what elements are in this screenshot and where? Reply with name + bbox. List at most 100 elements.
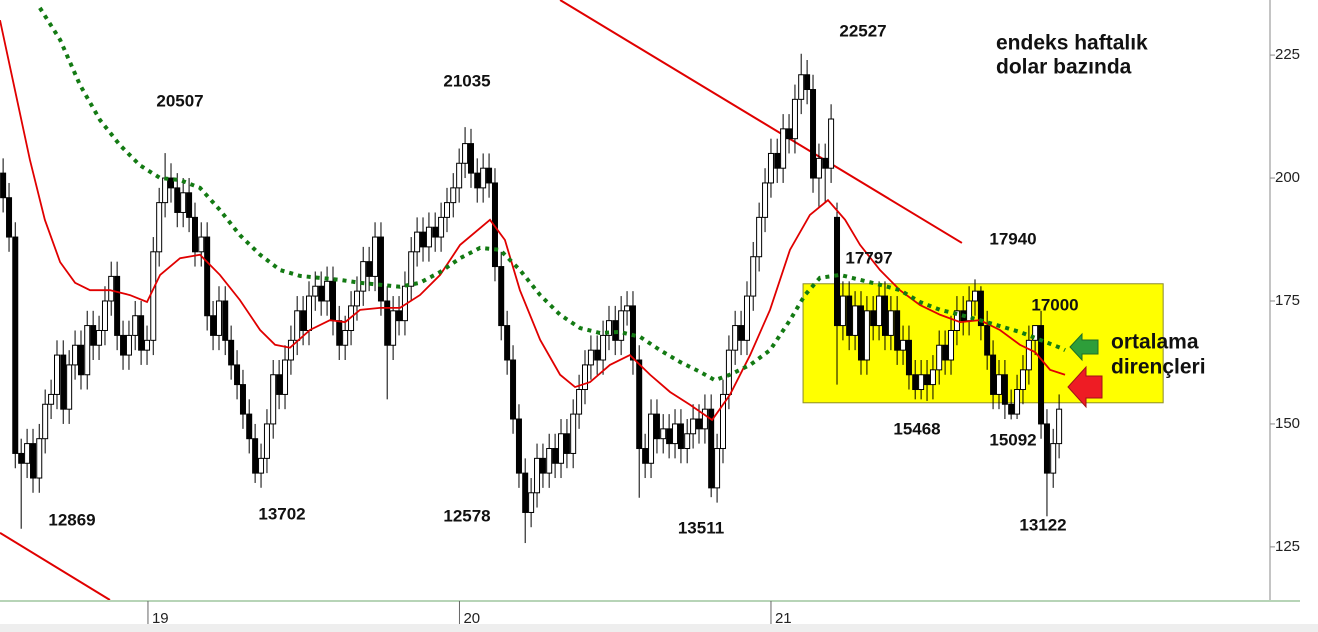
candle-body [912, 374, 919, 391]
candle-body [972, 290, 979, 302]
candle-body [246, 413, 253, 440]
candle-body [324, 280, 331, 302]
candle-body [774, 152, 781, 169]
candle-body [252, 438, 259, 474]
candle-body [804, 74, 811, 91]
candle-body [138, 315, 145, 351]
annotation: 15092 [989, 430, 1036, 449]
annotation: 20507 [156, 91, 203, 110]
trend-line [559, 0, 963, 244]
candle-body [653, 413, 660, 440]
candle-body [696, 418, 703, 430]
candle-body [204, 236, 211, 317]
y-tick-label: 15000 [1275, 415, 1317, 432]
candle-body [822, 157, 829, 169]
candle-body [839, 295, 846, 327]
candle-body [84, 325, 91, 376]
candle-body [977, 290, 984, 327]
candle-body [870, 310, 877, 327]
candle-body [701, 408, 708, 430]
candle-body [576, 389, 583, 415]
candle-body [539, 457, 546, 474]
candle-body [528, 492, 535, 513]
candle-body [876, 295, 883, 327]
candle-body [300, 310, 307, 331]
candle-body [798, 74, 805, 100]
candle-body [1008, 403, 1015, 415]
candle-body [552, 448, 559, 464]
candle-body [162, 177, 169, 204]
candle-body [558, 433, 565, 464]
plot-area [0, 0, 1164, 600]
candle-body [881, 295, 888, 336]
candle-body [563, 433, 570, 454]
candle-body [353, 290, 360, 307]
candle-body [491, 182, 498, 268]
candle-body [984, 325, 991, 356]
candle-body [239, 384, 246, 415]
candle-body [467, 143, 474, 174]
candle-body [725, 349, 732, 395]
candle-body [342, 329, 349, 346]
candle-body [108, 275, 115, 302]
annotation: 12578 [443, 506, 490, 525]
candle-body [618, 310, 625, 341]
candle-body [180, 192, 187, 213]
candle-body [48, 393, 55, 405]
candle-body [114, 275, 121, 336]
candle-body [1050, 443, 1057, 474]
candle-body [438, 216, 445, 238]
candle-body [390, 310, 397, 346]
candle-body [894, 310, 901, 351]
candle-body [570, 413, 577, 454]
candle-body [0, 172, 7, 199]
candle-body [210, 315, 217, 336]
candle-body [600, 334, 607, 361]
candle-body [857, 305, 864, 361]
candle-body [684, 433, 691, 450]
candle-body [714, 448, 721, 489]
candle-body [587, 349, 594, 366]
candle-body [186, 192, 193, 218]
candle-body [666, 428, 673, 445]
candle-body [990, 354, 997, 395]
candle-body [1025, 339, 1032, 371]
candle-body [90, 325, 97, 346]
candle-body [605, 320, 612, 336]
annotation: 15468 [893, 419, 940, 438]
candle-body [6, 197, 13, 238]
candle-body [1032, 325, 1039, 341]
candle-body [834, 216, 841, 327]
candle-body [828, 118, 835, 169]
candle-body [125, 334, 132, 356]
candle-body [750, 256, 757, 297]
candle-body [887, 310, 894, 336]
candle-body [708, 408, 715, 489]
annotation: 13122 [1019, 515, 1066, 534]
candle-body [72, 344, 79, 366]
candle-body [660, 428, 667, 440]
candle-body [948, 329, 955, 361]
y-tick-label: 22500 [1275, 46, 1317, 63]
candle-body [924, 374, 931, 386]
candle-body [905, 339, 912, 376]
x-tick-label: 20 [463, 610, 480, 627]
candle-body [18, 452, 25, 464]
candle-body [132, 315, 139, 336]
candle-body [629, 305, 636, 361]
candle-body [456, 162, 463, 189]
candle-body [846, 295, 853, 336]
candle-body [174, 187, 181, 213]
candle-body [690, 418, 697, 435]
candle-body [900, 339, 907, 351]
title-line: dolar bazında [996, 56, 1132, 79]
candle-body [215, 300, 222, 336]
candle-body [30, 443, 37, 479]
candle-body [936, 344, 943, 371]
candle-body [372, 236, 379, 277]
candle-body [1019, 369, 1026, 391]
candle-body [54, 354, 61, 395]
candle-body [515, 418, 522, 474]
